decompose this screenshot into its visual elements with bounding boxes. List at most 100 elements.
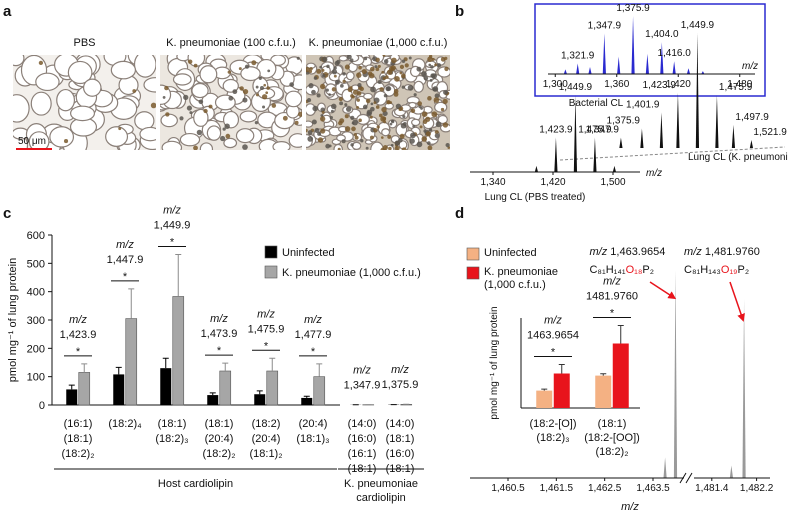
cell-nucleus <box>358 118 362 123</box>
alveolus <box>363 92 373 100</box>
cell-nucleus <box>427 96 432 101</box>
legend-swatch <box>264 265 278 279</box>
cell-nucleus <box>377 64 381 68</box>
peak-annotation: m/z 1,463.9654 <box>589 246 665 258</box>
formula-part: C₈₁H₁₄₃ <box>684 264 721 276</box>
group-annotation: 1,449.9 <box>154 220 191 232</box>
cell-nucleus <box>394 75 400 82</box>
spectrum-peak <box>593 137 597 172</box>
alveolus <box>30 91 52 116</box>
image-label: K. pneumoniae (100 c.f.u.) <box>166 37 296 49</box>
y-tick-label: 0 <box>39 400 45 412</box>
cell-nucleus <box>402 115 406 119</box>
cell-nucleus <box>298 111 302 117</box>
cell-nucleus <box>387 134 392 139</box>
x-tick-label: (18:2)₃ <box>536 432 569 444</box>
spectrum-peak <box>663 457 667 478</box>
x-tick-label: (16:1) <box>64 418 93 430</box>
cell-nucleus <box>262 105 266 109</box>
cell-nucleus <box>183 94 189 101</box>
x-tick-label: (18:1) <box>598 418 627 430</box>
cell-nucleus <box>442 122 449 128</box>
cell-nucleus <box>321 68 325 72</box>
error-bar <box>617 325 624 344</box>
peak-label: 1,404.0 <box>645 29 679 40</box>
cell-nucleus <box>265 91 269 95</box>
alveolus <box>235 128 255 144</box>
legend-swatch <box>466 266 480 280</box>
alveolus <box>272 140 291 150</box>
group-annotation-prefix: m/z <box>257 308 275 320</box>
cell-nucleus <box>383 59 389 64</box>
cell-nucleus <box>255 93 259 97</box>
cell-nucleus <box>334 60 340 66</box>
cell-nucleus <box>333 66 337 70</box>
cell-nucleus <box>261 94 268 100</box>
error-bar <box>162 357 169 369</box>
bar <box>78 372 91 406</box>
cell-nucleus <box>331 69 338 75</box>
x-tick-label: (18:2)₃ <box>155 433 188 445</box>
y-tick-label: 600 <box>27 230 45 242</box>
cell-nucleus <box>400 123 407 129</box>
cell-nucleus <box>394 145 400 150</box>
alveolus <box>222 78 239 93</box>
cell-nucleus <box>357 83 362 88</box>
cell-nucleus <box>63 139 69 144</box>
formula-part: P₂ <box>738 264 750 276</box>
cell-nucleus <box>271 103 277 108</box>
cell-nucleus <box>443 89 449 95</box>
cell-nucleus <box>351 126 356 132</box>
cell-nucleus <box>427 145 433 150</box>
cell-nucleus <box>381 106 387 113</box>
legend-label: K. pneumoniae (1,000 c.f.u.) <box>484 266 558 291</box>
cell-nucleus <box>203 108 208 114</box>
spectrum-peak <box>729 465 733 478</box>
cell-nucleus <box>382 55 386 57</box>
alveolus <box>223 137 238 149</box>
spectrum-peak <box>645 53 649 74</box>
cell-nucleus <box>401 59 406 63</box>
cell-nucleus <box>352 89 359 95</box>
alveolus <box>206 125 222 141</box>
cell-nucleus <box>369 135 374 140</box>
cell-nucleus <box>259 86 264 91</box>
cell-nucleus <box>314 127 320 134</box>
cell-nucleus <box>378 113 383 118</box>
error-bar <box>541 388 548 391</box>
spectrum-peak <box>701 71 705 74</box>
cell-nucleus <box>328 144 332 148</box>
cell-nucleus <box>380 116 386 122</box>
cell-nucleus <box>208 104 213 109</box>
cell-nucleus <box>349 58 354 62</box>
cell-nucleus <box>427 56 433 62</box>
cell-nucleus <box>196 129 203 136</box>
cell-nucleus <box>319 116 326 122</box>
cell-nucleus <box>225 133 231 139</box>
group-annotation-prefix: m/z <box>210 313 228 325</box>
cell-nucleus <box>356 72 362 78</box>
annotation-arrow <box>649 281 677 300</box>
error-bar <box>256 390 263 395</box>
group-annotation: 1463.9654 <box>527 330 579 342</box>
cell-nucleus <box>266 86 270 90</box>
cell-nucleus <box>316 68 322 74</box>
peak-label: 1,521.9 <box>753 127 787 138</box>
cell-nucleus <box>162 96 166 99</box>
cell-nucleus <box>356 98 360 102</box>
cell-nucleus <box>254 121 259 125</box>
bar <box>125 318 138 406</box>
significance-star: * <box>170 237 175 249</box>
inset-frame <box>534 3 766 97</box>
peak-label: 1,449.9 <box>559 82 593 93</box>
peak-label: 1,401.9 <box>626 99 660 110</box>
micrograph <box>306 55 450 150</box>
formula: C₈₁H₁₄₁O₁₈P₂ <box>589 264 654 276</box>
error-bar <box>303 395 310 398</box>
cell-nucleus <box>362 104 368 110</box>
cell-nucleus <box>319 65 322 69</box>
cell-nucleus <box>344 103 348 107</box>
spectrum-peak <box>588 67 592 74</box>
bar <box>160 368 172 405</box>
cell-nucleus <box>365 146 369 150</box>
